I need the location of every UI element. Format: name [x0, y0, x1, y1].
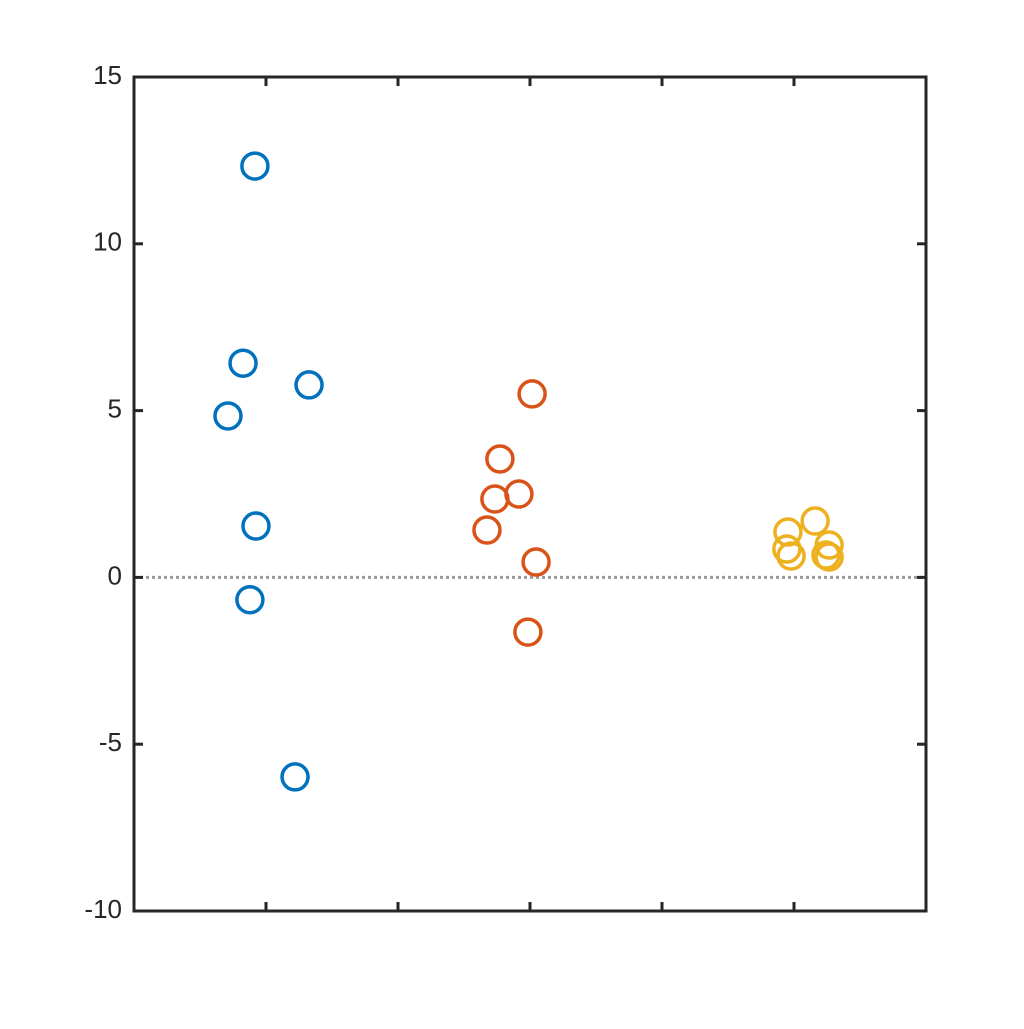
point [228, 348, 258, 378]
point [814, 542, 844, 572]
point [521, 547, 551, 577]
y-tick-label: 0 [108, 560, 122, 590]
point [776, 541, 806, 571]
point [517, 379, 547, 409]
point [513, 617, 543, 647]
point [772, 534, 802, 564]
y-tick-label: 5 [108, 393, 122, 423]
plot-frame [132, 75, 928, 913]
point [472, 515, 502, 545]
y-tick-label: 10 [93, 227, 122, 257]
y-tick-label: -10 [84, 894, 122, 924]
y-tick-label: 15 [93, 60, 122, 90]
point [240, 151, 270, 181]
point [294, 370, 324, 400]
y-tick-label: -5 [99, 727, 122, 757]
point [480, 484, 510, 514]
point [280, 762, 310, 792]
point [213, 401, 243, 431]
point [485, 444, 515, 474]
point [235, 585, 265, 615]
point [504, 479, 534, 509]
point [241, 511, 271, 541]
point [800, 506, 830, 536]
